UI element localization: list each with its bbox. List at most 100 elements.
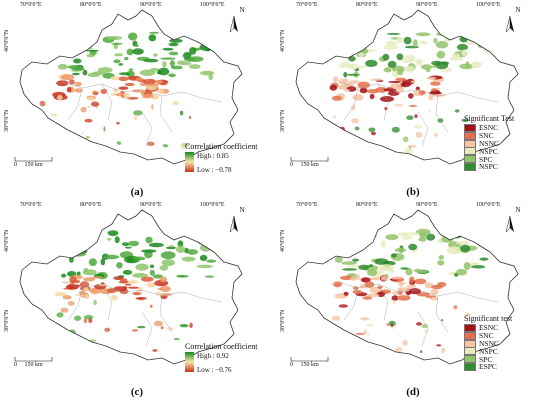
lon-label: 90°0'0"E bbox=[416, 202, 438, 208]
lon-label: 100°0'0"E bbox=[476, 2, 501, 8]
legend-swatch bbox=[464, 131, 476, 140]
legend-item-label: ESNC bbox=[479, 123, 499, 133]
legend-high: High : 0.85 bbox=[197, 152, 229, 160]
legend-item-label: NSPC bbox=[479, 162, 498, 172]
legend-item: NSNC bbox=[464, 339, 512, 348]
legend-item-label: SPC bbox=[479, 154, 493, 164]
lat-label: 38°0'0"N bbox=[4, 109, 10, 132]
legend-title: Significant test bbox=[464, 314, 513, 323]
boundary-line bbox=[19, 209, 243, 365]
legend-item: SNC bbox=[464, 131, 514, 141]
legend-swatch bbox=[464, 355, 476, 364]
legend-high: High : 0.92 bbox=[197, 352, 229, 360]
legend-item: NSPC bbox=[464, 162, 514, 172]
lon-label: 80°0'0"E bbox=[356, 202, 378, 208]
lat-label: 46°0'0"N bbox=[280, 29, 286, 52]
lon-label: 70°0'0"E bbox=[296, 202, 318, 208]
scale-label: 150 km bbox=[24, 162, 43, 168]
legend-item: NSPC bbox=[464, 346, 512, 356]
lat-label: 38°0'0"N bbox=[4, 309, 10, 332]
scale-zero: 0 bbox=[290, 162, 293, 168]
legend: Correlation coefficient High : 0.92 Low … bbox=[185, 342, 258, 374]
county-borders bbox=[61, 81, 223, 147]
legend-item: SPC bbox=[464, 354, 512, 364]
county-borders bbox=[337, 81, 499, 147]
legend: Correlation coefficient High : 0.85 Low … bbox=[185, 142, 258, 174]
legend: Significant Test ESNC SNC NSNC NSPC SPC NSPC bbox=[464, 114, 514, 171]
scale-bar: 0 150 km bbox=[290, 357, 329, 368]
lon-label: 80°0'0"E bbox=[80, 2, 102, 8]
lat-label: 38°0'0"N bbox=[280, 109, 286, 132]
legend-item-label: NSNC bbox=[479, 339, 500, 348]
legend-item-label: ESPC bbox=[479, 362, 497, 372]
legend-swatch bbox=[464, 323, 476, 332]
lat-label: 46°0'0"N bbox=[4, 229, 10, 252]
legend-title: Correlation coefficient bbox=[185, 142, 258, 151]
legend-item: NSPC bbox=[464, 146, 514, 156]
scale-label: 150 km bbox=[300, 162, 319, 168]
boundary-line bbox=[295, 209, 519, 365]
north-arrow-icon bbox=[505, 215, 514, 233]
legend-swatch bbox=[464, 339, 476, 348]
region-outline bbox=[20, 10, 242, 164]
legend-item-label: SPC bbox=[479, 354, 493, 364]
panel-caption: (c) bbox=[130, 386, 144, 398]
scale-zero: 0 bbox=[14, 162, 17, 168]
map-figure bbox=[295, 9, 519, 165]
boundary-line bbox=[19, 9, 243, 165]
lon-label: 70°0'0"E bbox=[296, 2, 318, 8]
legend-low: Low : −0.76 bbox=[197, 366, 232, 374]
scale-bar: 0 150 km bbox=[14, 157, 53, 168]
legend-item-label: NSPC bbox=[479, 346, 498, 356]
north-arrow-icon bbox=[229, 15, 238, 33]
lon-label: 90°0'0"E bbox=[140, 202, 162, 208]
lon-label: 80°0'0"E bbox=[80, 202, 102, 208]
legend-item: SPC bbox=[464, 154, 514, 164]
north-arrow-icon bbox=[229, 215, 238, 233]
county-borders bbox=[61, 281, 223, 347]
panel-caption: (b) bbox=[406, 186, 420, 198]
gradient-swatch bbox=[185, 352, 194, 372]
lon-label: 100°0'0"E bbox=[200, 2, 225, 8]
lat-label: 46°0'0"N bbox=[4, 29, 10, 52]
lat-label: 38°0'0"N bbox=[280, 309, 286, 332]
lon-label: 70°0'0"E bbox=[20, 2, 42, 8]
legend-swatch bbox=[464, 347, 476, 356]
scale-zero: 0 bbox=[14, 362, 17, 368]
scale-bar: 0 150 km bbox=[14, 357, 53, 368]
lon-label: 80°0'0"E bbox=[356, 2, 378, 8]
lon-label: 90°0'0"E bbox=[416, 2, 438, 8]
legend-item-label: NSPC bbox=[479, 146, 498, 156]
map-panel-d: 70°0'0"E 80°0'0"E 90°0'0"E 100°0'0"E 46°0'0"… bbox=[278, 202, 548, 398]
map-figure bbox=[19, 209, 243, 365]
legend-low: Low : −0.78 bbox=[197, 166, 232, 174]
county-borders bbox=[337, 281, 499, 347]
scale-zero: 0 bbox=[290, 362, 293, 368]
map-panel-c: 70°0'0"E 80°0'0"E 90°0'0"E 100°0'0"E 46°0'0"… bbox=[2, 202, 272, 398]
legend-item: SNC bbox=[464, 331, 512, 341]
lon-label: 70°0'0"E bbox=[20, 202, 42, 208]
north-label: N bbox=[515, 206, 521, 214]
legend-swatch bbox=[464, 155, 476, 164]
panel-caption: (d) bbox=[406, 386, 420, 398]
north-label: N bbox=[239, 6, 245, 14]
scale-label: 150 km bbox=[300, 362, 319, 368]
raster-layer bbox=[325, 228, 492, 354]
legend-item-label: NSNC bbox=[479, 139, 500, 148]
legend-swatch bbox=[464, 147, 476, 156]
north-label: N bbox=[239, 206, 245, 214]
legend-item-label: SNC bbox=[479, 131, 494, 141]
legend-item: ESPC bbox=[464, 362, 512, 372]
legend-item-label: ESNC bbox=[479, 323, 499, 333]
scale-label: 150 km bbox=[24, 362, 43, 368]
north-arrow-icon bbox=[505, 15, 514, 33]
gradient-swatch bbox=[185, 152, 194, 172]
panel-caption: (a) bbox=[130, 186, 144, 198]
legend: Significant test ESNC SNC NSNC NSPC SPC ESPC bbox=[464, 314, 512, 371]
legend-item: ESNC bbox=[464, 123, 514, 133]
scale-bar: 0 150 km bbox=[290, 157, 329, 168]
legend-item: ESNC bbox=[464, 323, 512, 333]
legend-item-label: SNC bbox=[479, 331, 494, 341]
map-figure bbox=[19, 9, 243, 165]
legend-title: Correlation coefficient bbox=[185, 342, 258, 351]
